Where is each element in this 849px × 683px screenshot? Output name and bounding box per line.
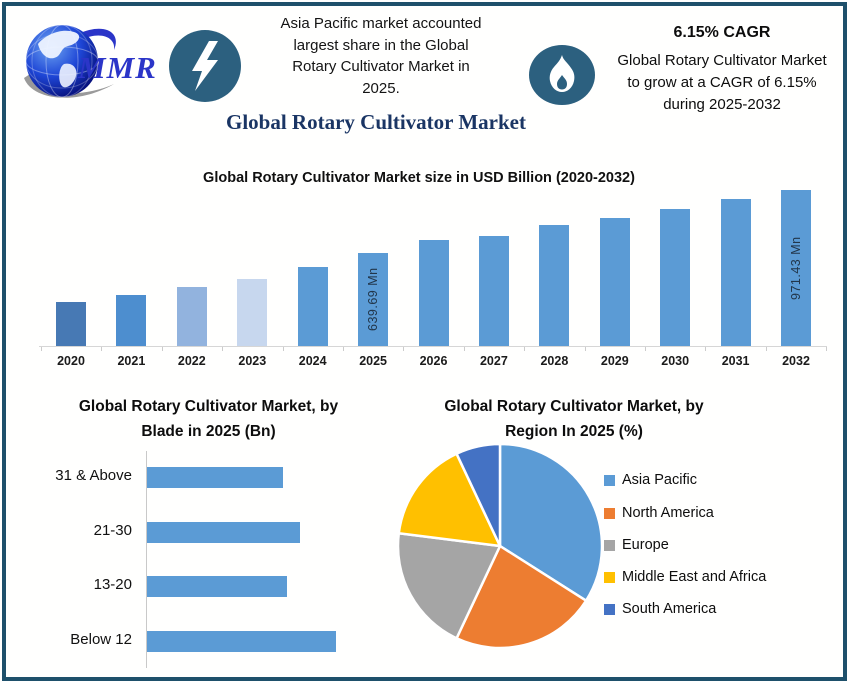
column-chart-axis <box>39 346 827 347</box>
canvas: MMR Asia Pacific market accounted larges… <box>6 6 843 675</box>
axis-tick <box>645 347 646 351</box>
column-bar-2032: 971.43 Mn <box>781 190 811 346</box>
legend-item: South America <box>604 599 716 619</box>
legend-item: Asia Pacific <box>604 470 697 490</box>
bar-data-label: 639.69 Mn <box>366 267 381 332</box>
hbar-category-label: 21-30 <box>93 522 132 539</box>
column-bar-2025: 639.69 Mn <box>358 253 389 346</box>
x-axis-label: 2031 <box>721 354 750 368</box>
legend-label: South America <box>622 601 717 617</box>
column-bar-2026 <box>418 240 449 346</box>
axis-tick <box>584 347 586 351</box>
hbar-category-label: 13-20 <box>93 576 132 593</box>
highlight1-text: Asia Pacific market accounted largest sh… <box>280 15 482 97</box>
pie-chart-title: Global Rotary Cultivator Market, by Regi… <box>444 398 704 440</box>
bar-data-label: 971.43 Mn <box>789 236 803 300</box>
x-axis-label: 2020 <box>57 354 85 368</box>
flame-icon <box>529 45 595 105</box>
axis-tick <box>342 347 344 351</box>
highlight2-block: 6.15% CAGR Global Rotary Cultivator Mark… <box>598 24 846 116</box>
page-title: Global Rotary Cultivator Market <box>226 110 526 134</box>
x-axis-label: 2032 <box>782 354 810 368</box>
column-bar-2024 <box>297 267 328 346</box>
hbar-chart-title: Global Rotary Cultivator Market, by Blad… <box>78 398 339 440</box>
x-axis-label: 2025 <box>359 354 387 368</box>
legend-item: Europe <box>604 535 669 555</box>
hbar-bar <box>147 467 283 488</box>
legend-label: Middle East and Africa <box>622 569 767 585</box>
legend-swatch <box>604 571 615 583</box>
x-axis-label: 2023 <box>238 354 267 368</box>
axis-tick <box>282 347 284 351</box>
globe-logo <box>24 24 116 98</box>
pie-slice-europe <box>396 531 502 640</box>
x-axis-label: 2022 <box>177 354 206 368</box>
cagr-text: Global Rotary Cultivator Market to grow … <box>617 52 827 113</box>
x-axis-label: 2021 <box>117 354 146 368</box>
column-bar-2022 <box>176 287 207 346</box>
globe-continent-north <box>38 30 80 59</box>
x-axis-label: 2028 <box>540 354 569 368</box>
hbar-chart-axis <box>146 451 147 668</box>
column-bar-2030 <box>660 209 691 346</box>
x-axis-label: 2029 <box>600 354 629 368</box>
hbar-bar <box>147 522 300 543</box>
column-bar-2029 <box>599 218 630 346</box>
pie-slice-middle-east-and-africa <box>397 452 502 548</box>
legend-label: North America <box>622 505 714 521</box>
globe-continent-south <box>59 63 77 88</box>
axis-tick <box>101 347 103 351</box>
hbar-bar <box>147 576 287 597</box>
legend-swatch <box>604 539 615 551</box>
hbar-category-label: Below 12 <box>70 631 132 648</box>
logo-text: MMR <box>78 50 157 85</box>
hbar-bar <box>147 631 336 652</box>
x-axis-label: 2027 <box>479 354 508 368</box>
x-axis-label: 2030 <box>661 354 690 368</box>
column-bar-2023 <box>237 279 268 346</box>
cagr-title: 6.15% CAGR <box>673 24 771 41</box>
axis-tick <box>705 347 707 351</box>
legend-item: Middle East and Africa <box>604 567 766 587</box>
axis-tick <box>765 347 767 351</box>
axis-tick <box>40 347 42 351</box>
column-bar-2028 <box>539 225 570 346</box>
legend-swatch <box>604 507 615 519</box>
legend-item: North America <box>604 503 714 523</box>
column-bar-2027 <box>478 236 509 346</box>
axis-tick <box>161 347 163 351</box>
column-bar-2020 <box>56 302 86 346</box>
axis-tick <box>463 347 465 351</box>
legend-label: Asia Pacific <box>622 472 697 488</box>
axis-tick <box>826 347 828 351</box>
x-axis-label: 2026 <box>419 354 448 368</box>
lightning-icon <box>169 30 241 102</box>
pie-slice-south-america <box>455 442 502 548</box>
column-chart-title: Global Rotary Cultivator Market size in … <box>203 170 635 186</box>
axis-tick <box>403 347 405 351</box>
pie-chart <box>396 442 604 650</box>
legend-swatch <box>604 603 615 615</box>
column-bar-2021 <box>116 295 147 346</box>
axis-tick <box>222 347 223 351</box>
hbar-category-label: 31 & Above <box>55 467 132 484</box>
x-axis-label: 2024 <box>298 354 327 368</box>
column-bar-2031 <box>720 199 751 346</box>
axis-tick <box>524 347 526 351</box>
legend-swatch <box>604 474 615 486</box>
logo-swoosh-blue <box>78 28 116 50</box>
legend-label: Europe <box>622 537 669 553</box>
